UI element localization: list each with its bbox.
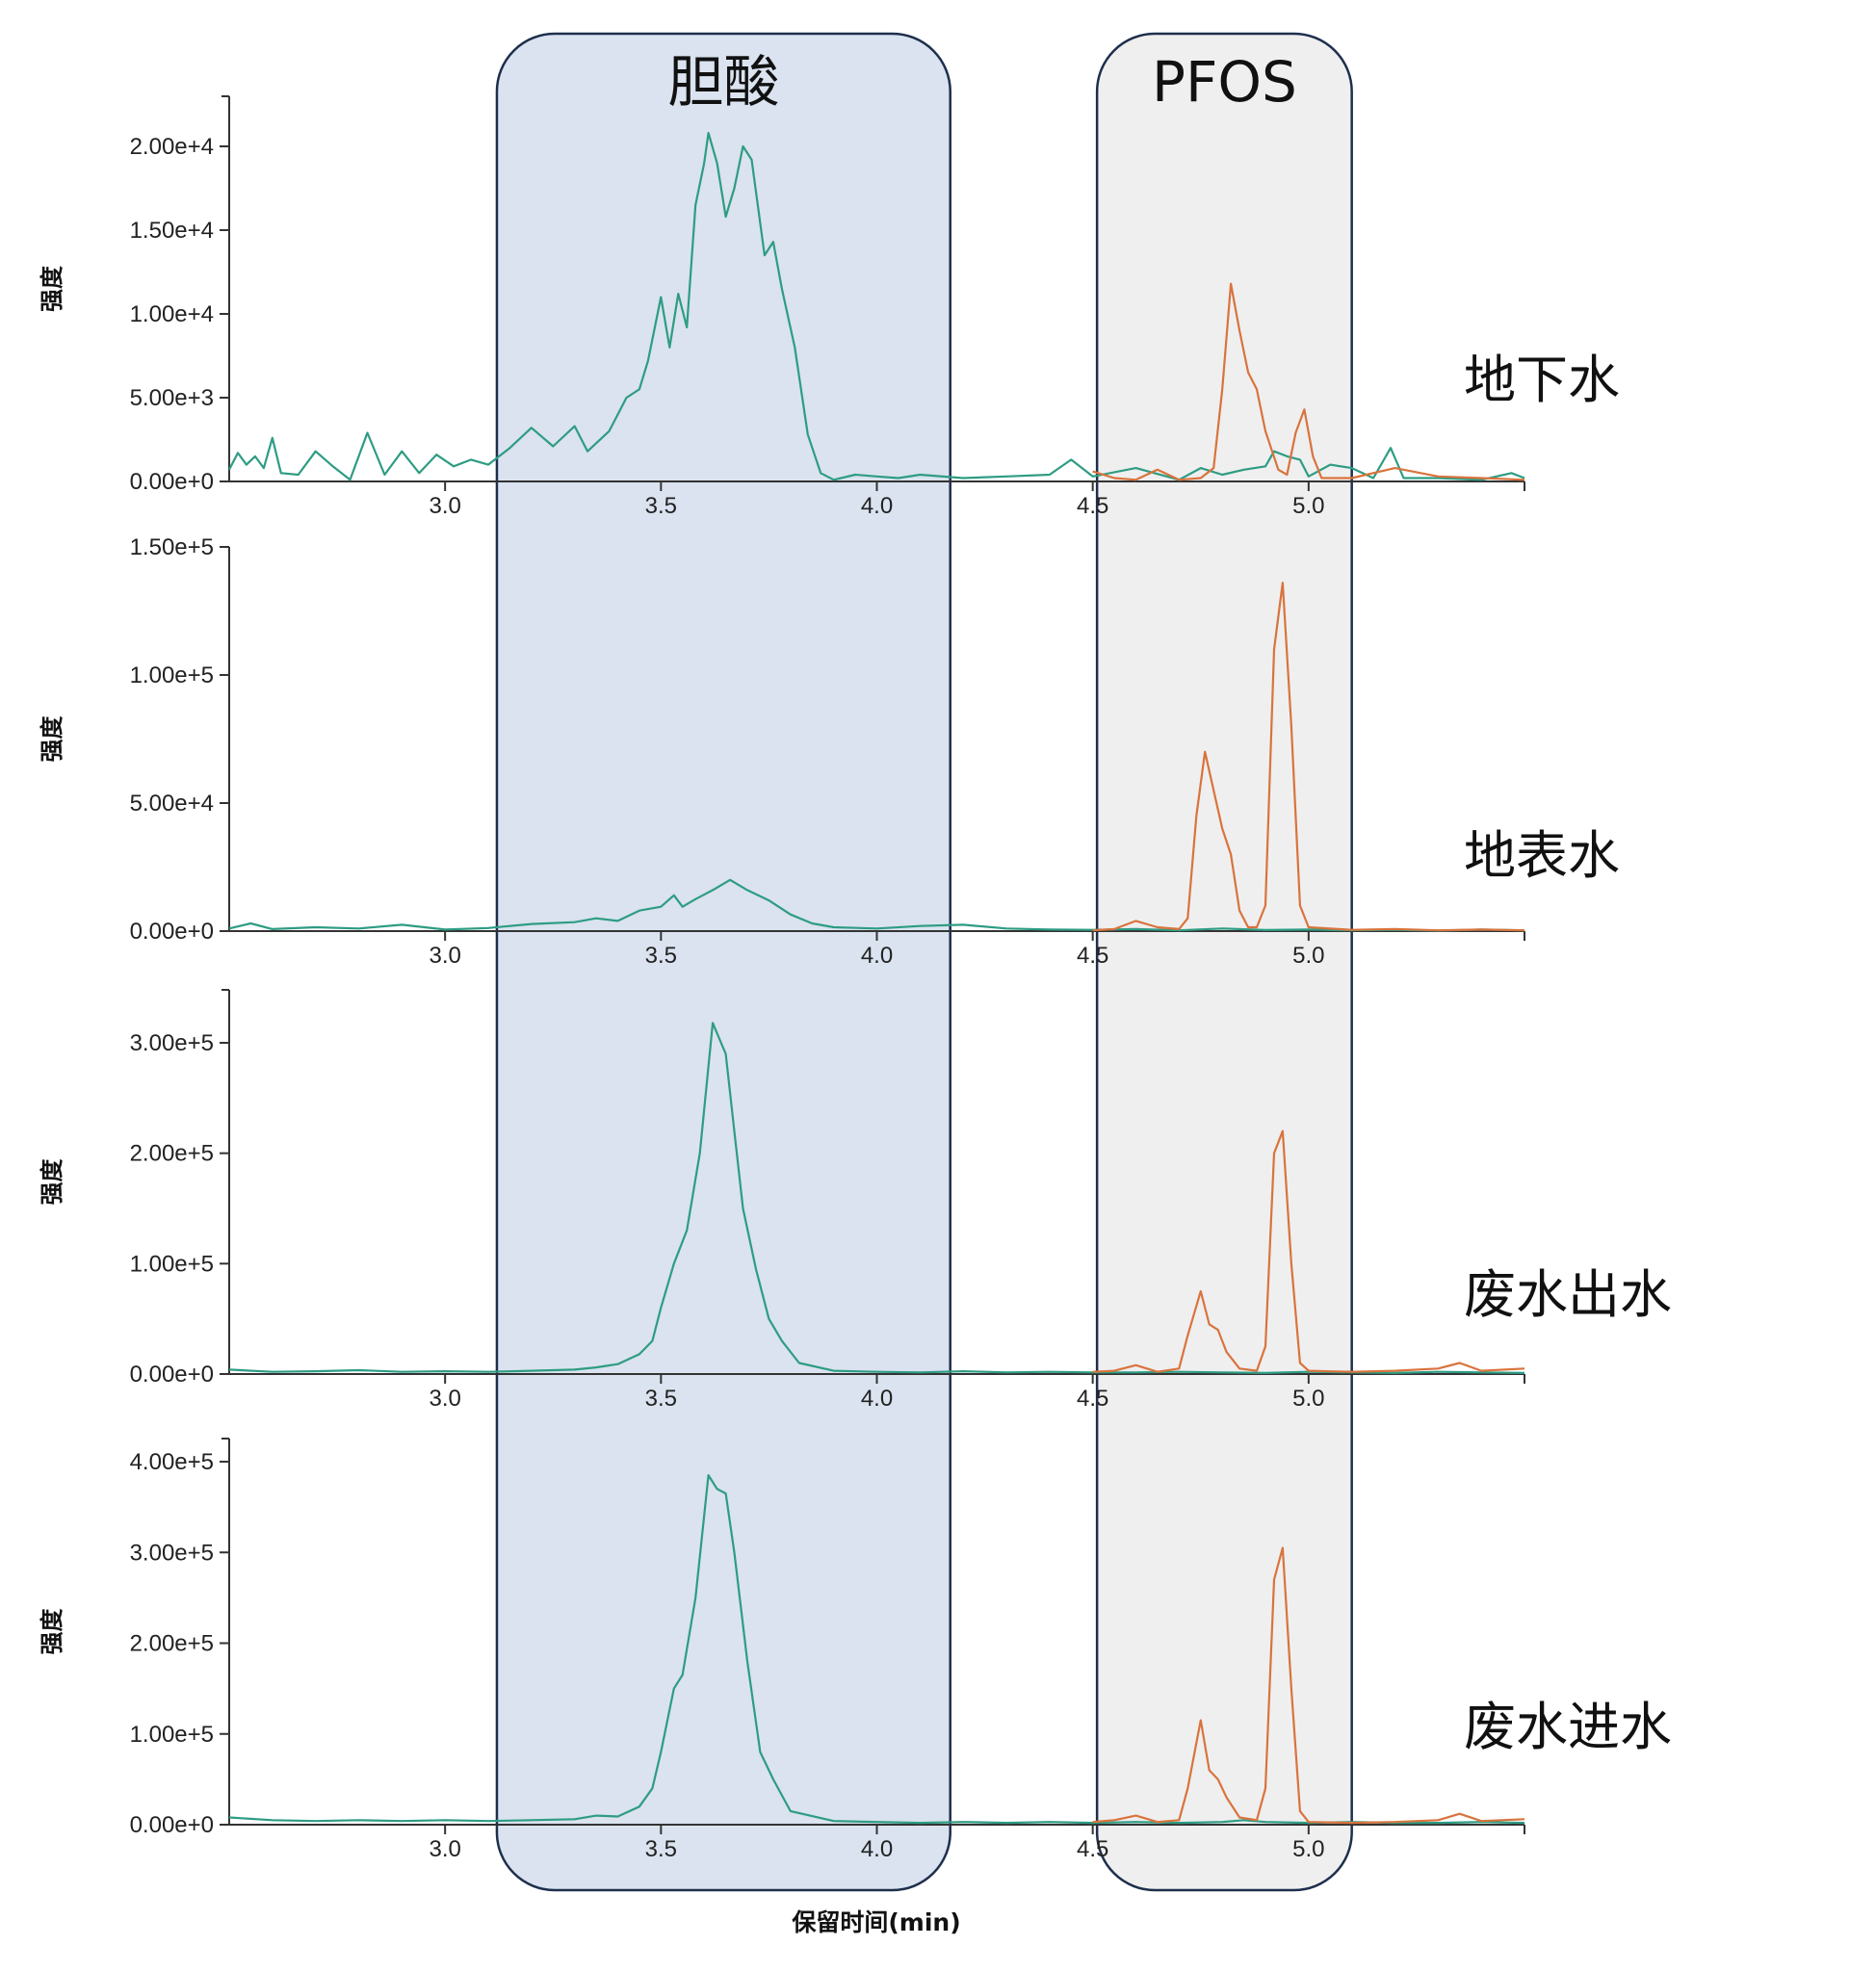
x-tick-label: 4.0 (861, 1836, 893, 1862)
series-line-orange (1092, 1129, 1525, 1373)
x-tick-label: 5.0 (1292, 943, 1324, 969)
region-label-2: PFOS (1152, 49, 1297, 115)
x-tick-label: 4.5 (1077, 493, 1108, 519)
y-tick-label: 1.50e+4 (130, 218, 214, 244)
series-line-green (228, 1022, 1525, 1374)
y-tick-label: 0.00e+0 (130, 1812, 214, 1838)
series-line-orange (1092, 1546, 1525, 1825)
x-tick-label: 3.0 (429, 943, 460, 969)
x-tick-label: 5.0 (1292, 1386, 1324, 1412)
y-tick-label: 4.00e+5 (130, 1449, 214, 1475)
region-box-2 (1095, 32, 1353, 1892)
chromatogram-panels: 0.00e+0 5.00e+3 1.00e+4 1.50e+4 2.00e+4 3.0 3.… (39, 95, 1672, 1862)
y-axis-title: 强度 (39, 1158, 65, 1206)
series-line-green (228, 878, 1525, 932)
x-tick-label: 4.5 (1077, 1386, 1108, 1412)
y-tick-label: 3.00e+5 (130, 1030, 214, 1056)
region-box-1 (495, 32, 951, 1892)
x-tick-label: 3.5 (645, 493, 677, 519)
y-tick-label: 5.00e+3 (130, 385, 214, 411)
y-axis-title: 强度 (39, 265, 65, 312)
y-tick-label: 1.00e+4 (130, 301, 214, 327)
panel-1: 0.00e+0 5.00e+3 1.00e+4 1.50e+4 2.00e+4 3.0 3.… (39, 95, 1620, 519)
x-tick-label: 5.0 (1292, 1836, 1324, 1862)
region-labels: 胆酸 PFOS (667, 49, 1296, 115)
y-tick-label: 1.00e+5 (130, 662, 214, 688)
sample-label: 地下水 (1464, 350, 1620, 410)
y-tick-label: 2.00e+5 (130, 1141, 214, 1167)
region-boxes (495, 32, 1353, 1892)
y-tick-label: 3.00e+5 (130, 1540, 214, 1566)
x-tick-label: 3.5 (645, 943, 677, 969)
x-tick-label: 5.0 (1292, 493, 1324, 519)
sample-label: 废水出水 (1464, 1264, 1672, 1325)
x-tick-label: 4.0 (861, 943, 893, 969)
x-tick-label: 4.0 (861, 1386, 893, 1412)
y-axis-title: 强度 (39, 715, 65, 763)
y-tick-label: 0.00e+0 (130, 1362, 214, 1388)
y-tick-label: 1.00e+5 (130, 1251, 214, 1277)
y-axis-title: 强度 (39, 1608, 65, 1655)
panel-4: 0.00e+0 1.00e+5 2.00e+5 3.00e+5 4.00e+5 3.0 3.… (39, 1438, 1672, 1862)
panel-3: 0.00e+0 1.00e+5 2.00e+5 3.00e+5 3.0 3.5 4.0 4.5… (39, 989, 1672, 1412)
series-line-orange (1092, 582, 1525, 932)
panel-2: 0.00e+0 5.00e+4 1.00e+5 1.50e+5 3.0 3.5 4.0 4.5… (39, 534, 1620, 969)
sample-label: 地表水 (1464, 825, 1620, 886)
y-tick-label: 0.00e+0 (130, 919, 214, 945)
series-line-green (228, 132, 1525, 481)
x-tick-label: 3.0 (429, 493, 460, 519)
y-tick-label: 0.00e+0 (130, 469, 214, 495)
x-tick-label: 4.5 (1077, 1836, 1108, 1862)
x-tick-label: 4.0 (861, 493, 893, 519)
x-tick-label: 3.5 (645, 1836, 677, 1862)
sample-label: 废水进水 (1464, 1697, 1672, 1757)
series-line-orange (1092, 282, 1525, 481)
x-tick-label: 3.5 (645, 1386, 677, 1412)
region-label-1: 胆酸 (667, 49, 779, 115)
y-tick-label: 2.00e+4 (130, 134, 214, 160)
y-tick-label: 2.00e+5 (130, 1631, 214, 1657)
x-axis-title: 保留时间(min) (791, 1908, 960, 1936)
series-line-green (228, 1474, 1525, 1825)
x-tick-label: 3.0 (429, 1386, 460, 1412)
y-tick-label: 1.50e+5 (130, 534, 214, 560)
y-tick-label: 1.00e+5 (130, 1722, 214, 1748)
x-tick-label: 4.5 (1077, 943, 1108, 969)
x-tick-label: 3.0 (429, 1836, 460, 1862)
y-tick-label: 5.00e+4 (130, 791, 214, 817)
